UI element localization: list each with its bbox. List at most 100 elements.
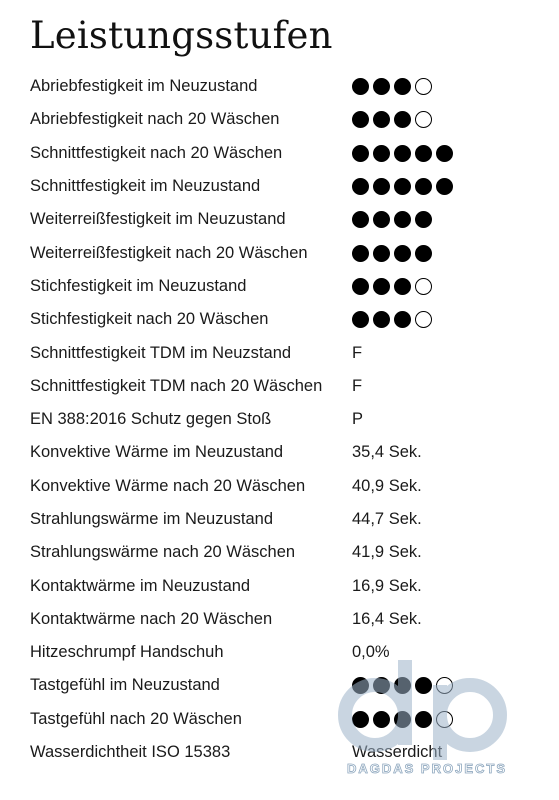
- table-row: Weiterreißfestigkeit im Neuzustand: [30, 203, 550, 236]
- table-row: Konvektive Wärme im Neuzustand 35,4 Sek.: [30, 436, 550, 469]
- row-value: 44,7 Sek.: [352, 510, 422, 528]
- filled-dot-icon: [373, 311, 390, 329]
- table-row: Schnittfestigkeit nach 20 Wäschen: [30, 137, 550, 170]
- rating-dots: [352, 710, 453, 728]
- filled-dot-icon: [373, 277, 390, 295]
- row-label: EN 388:2016 Schutz gegen Stoß: [30, 410, 272, 429]
- filled-dot-icon: [352, 211, 369, 229]
- performance-levels-table: Abriebfestigkeit im Neuzustand Abriebfest…: [30, 70, 550, 769]
- filled-dot-icon: [436, 144, 453, 162]
- table-row: EN 388:2016 Schutz gegen Stoß P: [30, 403, 550, 436]
- filled-dot-icon: [415, 677, 432, 695]
- filled-dot-icon: [352, 111, 369, 129]
- filled-dot-icon: [373, 144, 390, 162]
- filled-dot-icon: [352, 277, 369, 295]
- row-label: Tastgefühl im Neuzustand: [30, 676, 220, 695]
- rating-dots: [352, 311, 432, 329]
- row-label: Weiterreißfestigkeit im Neuzustand: [30, 210, 286, 229]
- row-label: Schnittfestigkeit nach 20 Wäschen: [30, 143, 283, 162]
- rating-dots: [352, 178, 453, 196]
- row-label: Schnittfestigkeit im Neuzustand: [30, 177, 261, 196]
- row-label: Abriebfestigkeit im Neuzustand: [30, 77, 258, 96]
- filled-dot-icon: [436, 178, 453, 196]
- row-value: 40,9 Sek.: [352, 476, 422, 495]
- table-row: Abriebfestigkeit im Neuzustand: [30, 70, 550, 103]
- filled-dot-icon: [352, 178, 369, 196]
- filled-dot-icon: [394, 677, 411, 695]
- row-label: Hitzeschrumpf Handschuh: [30, 643, 224, 662]
- table-row: Kontaktwärme nach 20 Wäschen 16,4 Sek.: [30, 603, 550, 636]
- row-value: Wasserdicht: [352, 743, 443, 762]
- filled-dot-icon: [415, 244, 432, 262]
- filled-dot-icon: [394, 211, 411, 229]
- rating-dots: [352, 277, 432, 295]
- rating-dots: [352, 211, 432, 229]
- empty-dot-icon: [436, 677, 453, 695]
- empty-dot-icon: [415, 111, 432, 129]
- filled-dot-icon: [394, 111, 411, 129]
- table-row: Tastgefühl nach 20 Wäschen: [30, 703, 550, 736]
- filled-dot-icon: [394, 244, 411, 262]
- filled-dot-icon: [394, 144, 411, 162]
- row-label: Kontaktwärme nach 20 Wäschen: [30, 609, 273, 628]
- table-row: Strahlungswärme im Neuzustand 44,7 Sek.: [30, 503, 550, 536]
- filled-dot-icon: [415, 178, 432, 196]
- filled-dot-icon: [373, 78, 390, 96]
- rating-dots: [352, 677, 453, 695]
- row-label: Stichfestigkeit im Neuzustand: [30, 276, 247, 295]
- row-value: 0,0%: [352, 643, 390, 662]
- table-row: Stichfestigkeit im Neuzustand: [30, 270, 550, 303]
- row-label: Strahlungswärme nach 20 Wäschen: [30, 543, 296, 562]
- row-value: 41,9 Sek.: [352, 543, 422, 562]
- row-value: F: [352, 343, 363, 362]
- rating-dots: [352, 144, 453, 162]
- table-row: Tastgefühl im Neuzustand: [30, 669, 550, 702]
- row-label: Konvektive Wärme im Neuzustand: [30, 443, 284, 462]
- filled-dot-icon: [394, 311, 411, 329]
- row-value: 16,4 Sek.: [352, 609, 422, 628]
- table-row: Konvektive Wärme nach 20 Wäschen 40,9 Sek…: [30, 470, 550, 503]
- row-label: Wasserdichtheit ISO 15383: [30, 743, 231, 762]
- table-row: Abriebfestigkeit nach 20 Wäschen: [30, 103, 550, 136]
- filled-dot-icon: [352, 144, 369, 162]
- filled-dot-icon: [394, 710, 411, 728]
- rating-dots: [352, 78, 432, 96]
- filled-dot-icon: [415, 144, 432, 162]
- filled-dot-icon: [415, 710, 432, 728]
- rating-dots: [352, 244, 432, 262]
- filled-dot-icon: [352, 311, 369, 329]
- page-title: Leistungsstufen: [30, 14, 333, 57]
- empty-dot-icon: [415, 277, 432, 295]
- row-label: Abriebfestigkeit nach 20 Wäschen: [30, 110, 280, 129]
- table-row: Schnittfestigkeit im Neuzustand: [30, 170, 550, 203]
- filled-dot-icon: [394, 78, 411, 96]
- table-row: Weiterreißfestigkeit nach 20 Wäschen: [30, 236, 550, 269]
- row-value: 35,4 Sek.: [352, 443, 422, 462]
- filled-dot-icon: [415, 211, 432, 229]
- row-label: Weiterreißfestigkeit nach 20 Wäschen: [30, 243, 308, 262]
- table-row: Wasserdichtheit ISO 15383 Wasserdicht: [30, 736, 550, 769]
- filled-dot-icon: [394, 277, 411, 295]
- filled-dot-icon: [352, 244, 369, 262]
- table-row: Kontaktwärme im Neuzustand 16,9 Sek.: [30, 569, 550, 602]
- row-label: Schnittfestigkeit TDM nach 20 Wäschen: [30, 376, 323, 395]
- empty-dot-icon: [436, 710, 453, 728]
- filled-dot-icon: [394, 178, 411, 196]
- row-label: Stichfestigkeit nach 20 Wäschen: [30, 310, 269, 329]
- row-label: Schnittfestigkeit TDM im Neuzstand: [30, 343, 292, 362]
- filled-dot-icon: [352, 78, 369, 96]
- filled-dot-icon: [373, 111, 390, 129]
- filled-dot-icon: [373, 211, 390, 229]
- table-row: Stichfestigkeit nach 20 Wäschen: [30, 303, 550, 336]
- row-label: Strahlungswärme im Neuzustand: [30, 510, 274, 528]
- table-row: Schnittfestigkeit TDM im Neuzstand F: [30, 336, 550, 369]
- filled-dot-icon: [373, 178, 390, 196]
- empty-dot-icon: [415, 311, 432, 329]
- row-label: Tastgefühl nach 20 Wäschen: [30, 709, 242, 728]
- table-row: Schnittfestigkeit TDM nach 20 Wäschen F: [30, 370, 550, 403]
- filled-dot-icon: [373, 677, 390, 695]
- filled-dot-icon: [352, 710, 369, 728]
- row-value: F: [352, 376, 363, 395]
- table-row: Strahlungswärme nach 20 Wäschen 41,9 Sek.: [30, 536, 550, 569]
- row-label: Konvektive Wärme nach 20 Wäschen: [30, 476, 306, 495]
